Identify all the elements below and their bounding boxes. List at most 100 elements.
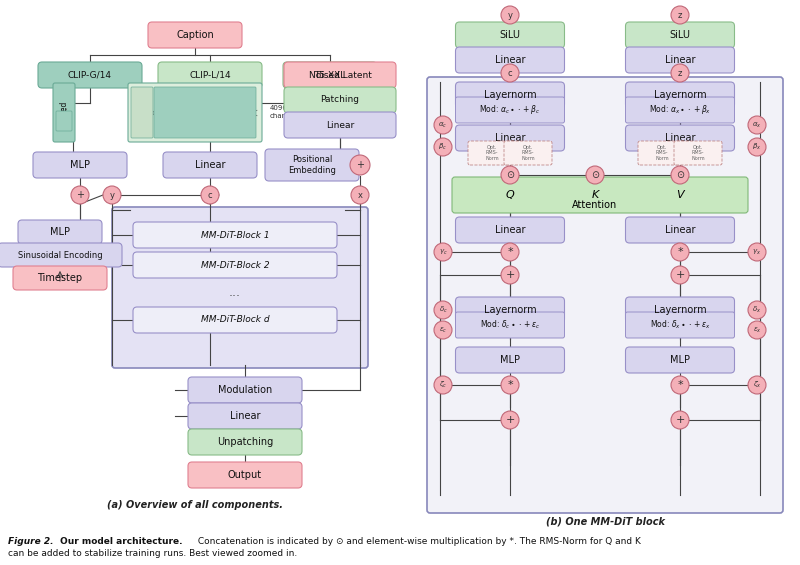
Text: Linear: Linear bbox=[230, 411, 260, 421]
FancyBboxPatch shape bbox=[452, 177, 748, 213]
Text: MM-DiT-Block d: MM-DiT-Block d bbox=[201, 315, 270, 324]
Text: Positional
Embedding: Positional Embedding bbox=[288, 155, 336, 175]
Text: $\alpha_x$: $\alpha_x$ bbox=[752, 120, 762, 129]
Text: +: + bbox=[675, 270, 685, 280]
Text: $\alpha_c$: $\alpha_c$ bbox=[438, 120, 448, 129]
FancyBboxPatch shape bbox=[455, 82, 565, 108]
Text: Mod: $\alpha_x \bullet \cdot + \beta_x$: Mod: $\alpha_x \bullet \cdot + \beta_x$ bbox=[649, 103, 711, 116]
FancyBboxPatch shape bbox=[504, 141, 552, 165]
FancyBboxPatch shape bbox=[154, 87, 256, 138]
Text: K: K bbox=[591, 190, 598, 200]
Circle shape bbox=[671, 243, 689, 261]
Circle shape bbox=[501, 376, 519, 394]
Text: Opt.
RMS-
Norm: Opt. RMS- Norm bbox=[521, 145, 535, 161]
Text: +: + bbox=[506, 270, 514, 280]
Text: Our model architecture.: Our model architecture. bbox=[60, 537, 182, 545]
Circle shape bbox=[103, 186, 121, 204]
FancyBboxPatch shape bbox=[455, 217, 565, 243]
Text: *: * bbox=[677, 247, 683, 257]
Text: MLP: MLP bbox=[50, 227, 70, 237]
Text: $\gamma_x$: $\gamma_x$ bbox=[753, 247, 762, 257]
FancyBboxPatch shape bbox=[13, 266, 107, 290]
Text: Layernorm: Layernorm bbox=[484, 305, 536, 315]
FancyBboxPatch shape bbox=[56, 111, 72, 131]
FancyBboxPatch shape bbox=[626, 97, 734, 123]
Text: +: + bbox=[356, 160, 364, 170]
Text: +: + bbox=[506, 415, 514, 425]
Text: CLIP-L/14: CLIP-L/14 bbox=[189, 71, 231, 80]
FancyBboxPatch shape bbox=[674, 141, 722, 165]
Text: Sinusoidal Encoding: Sinusoidal Encoding bbox=[18, 250, 102, 259]
Text: y: y bbox=[110, 190, 114, 199]
Text: Linear: Linear bbox=[665, 225, 695, 235]
FancyBboxPatch shape bbox=[626, 22, 734, 48]
Text: Linear: Linear bbox=[665, 133, 695, 143]
Text: Mod: $\delta_x \bullet \cdot + \varepsilon_x$: Mod: $\delta_x \bullet \cdot + \varepsil… bbox=[650, 319, 710, 331]
Circle shape bbox=[201, 186, 219, 204]
Circle shape bbox=[434, 243, 452, 261]
FancyBboxPatch shape bbox=[0, 243, 122, 267]
Circle shape bbox=[748, 301, 766, 319]
Text: MLP: MLP bbox=[70, 160, 90, 170]
Circle shape bbox=[434, 376, 452, 394]
Text: Modulation: Modulation bbox=[218, 385, 272, 395]
Text: Opt.
RMS-
Norm: Opt. RMS- Norm bbox=[655, 145, 669, 161]
Text: *: * bbox=[507, 247, 513, 257]
Text: z: z bbox=[678, 11, 682, 20]
FancyBboxPatch shape bbox=[284, 112, 396, 138]
FancyBboxPatch shape bbox=[284, 62, 396, 88]
Text: Opt.
RMS-
Norm: Opt. RMS- Norm bbox=[691, 145, 705, 161]
Text: $\zeta_c$: $\zeta_c$ bbox=[438, 380, 447, 390]
Text: Linear: Linear bbox=[494, 133, 526, 143]
Text: (b) One MM-DiT block: (b) One MM-DiT block bbox=[546, 517, 665, 527]
Text: Timestep: Timestep bbox=[38, 273, 82, 283]
FancyBboxPatch shape bbox=[626, 47, 734, 73]
Text: Unpatching: Unpatching bbox=[217, 437, 273, 447]
Text: $\beta_x$: $\beta_x$ bbox=[752, 142, 762, 152]
Text: ⊙: ⊙ bbox=[676, 170, 684, 180]
Text: c: c bbox=[508, 68, 512, 77]
Text: Attention: Attention bbox=[572, 200, 618, 210]
FancyBboxPatch shape bbox=[112, 207, 368, 368]
Text: can be added to stabilize training runs. Best viewed zoomed in.: can be added to stabilize training runs.… bbox=[8, 549, 298, 558]
Circle shape bbox=[748, 243, 766, 261]
Text: SiLU: SiLU bbox=[670, 30, 690, 40]
Circle shape bbox=[748, 321, 766, 339]
FancyBboxPatch shape bbox=[131, 87, 153, 138]
Text: Q: Q bbox=[506, 190, 514, 200]
Text: $\delta_c$: $\delta_c$ bbox=[438, 305, 447, 315]
FancyBboxPatch shape bbox=[53, 83, 75, 142]
FancyBboxPatch shape bbox=[148, 22, 242, 48]
Text: 4096
channel: 4096 channel bbox=[270, 106, 298, 119]
FancyBboxPatch shape bbox=[158, 62, 262, 88]
Text: (a) Overview of all components.: (a) Overview of all components. bbox=[107, 500, 283, 510]
Text: ...: ... bbox=[229, 286, 241, 299]
Text: SiLU: SiLU bbox=[499, 30, 521, 40]
Text: +: + bbox=[675, 415, 685, 425]
Text: Linear: Linear bbox=[494, 55, 526, 65]
Circle shape bbox=[434, 138, 452, 156]
FancyBboxPatch shape bbox=[455, 347, 565, 373]
FancyBboxPatch shape bbox=[455, 97, 565, 123]
FancyBboxPatch shape bbox=[128, 83, 262, 142]
FancyBboxPatch shape bbox=[133, 252, 337, 278]
FancyBboxPatch shape bbox=[468, 141, 516, 165]
Text: $\varepsilon_c$: $\varepsilon_c$ bbox=[439, 325, 447, 334]
Text: Concatenation is indicated by ⊙ and element-wise multiplication by *. The RMS-No: Concatenation is indicated by ⊙ and elem… bbox=[195, 537, 641, 545]
Text: T5 XXL: T5 XXL bbox=[314, 71, 346, 80]
Circle shape bbox=[501, 266, 519, 284]
Circle shape bbox=[501, 411, 519, 429]
Text: Opt.
RMS-
Norm: Opt. RMS- Norm bbox=[485, 145, 499, 161]
Text: *: * bbox=[677, 380, 683, 390]
Text: c: c bbox=[208, 190, 212, 199]
FancyBboxPatch shape bbox=[284, 87, 396, 113]
Circle shape bbox=[350, 155, 370, 175]
FancyBboxPatch shape bbox=[638, 141, 686, 165]
Text: +: + bbox=[76, 190, 84, 200]
FancyBboxPatch shape bbox=[455, 47, 565, 73]
Circle shape bbox=[671, 266, 689, 284]
FancyBboxPatch shape bbox=[626, 82, 734, 108]
FancyBboxPatch shape bbox=[283, 62, 377, 88]
FancyBboxPatch shape bbox=[626, 297, 734, 323]
FancyBboxPatch shape bbox=[626, 125, 734, 151]
